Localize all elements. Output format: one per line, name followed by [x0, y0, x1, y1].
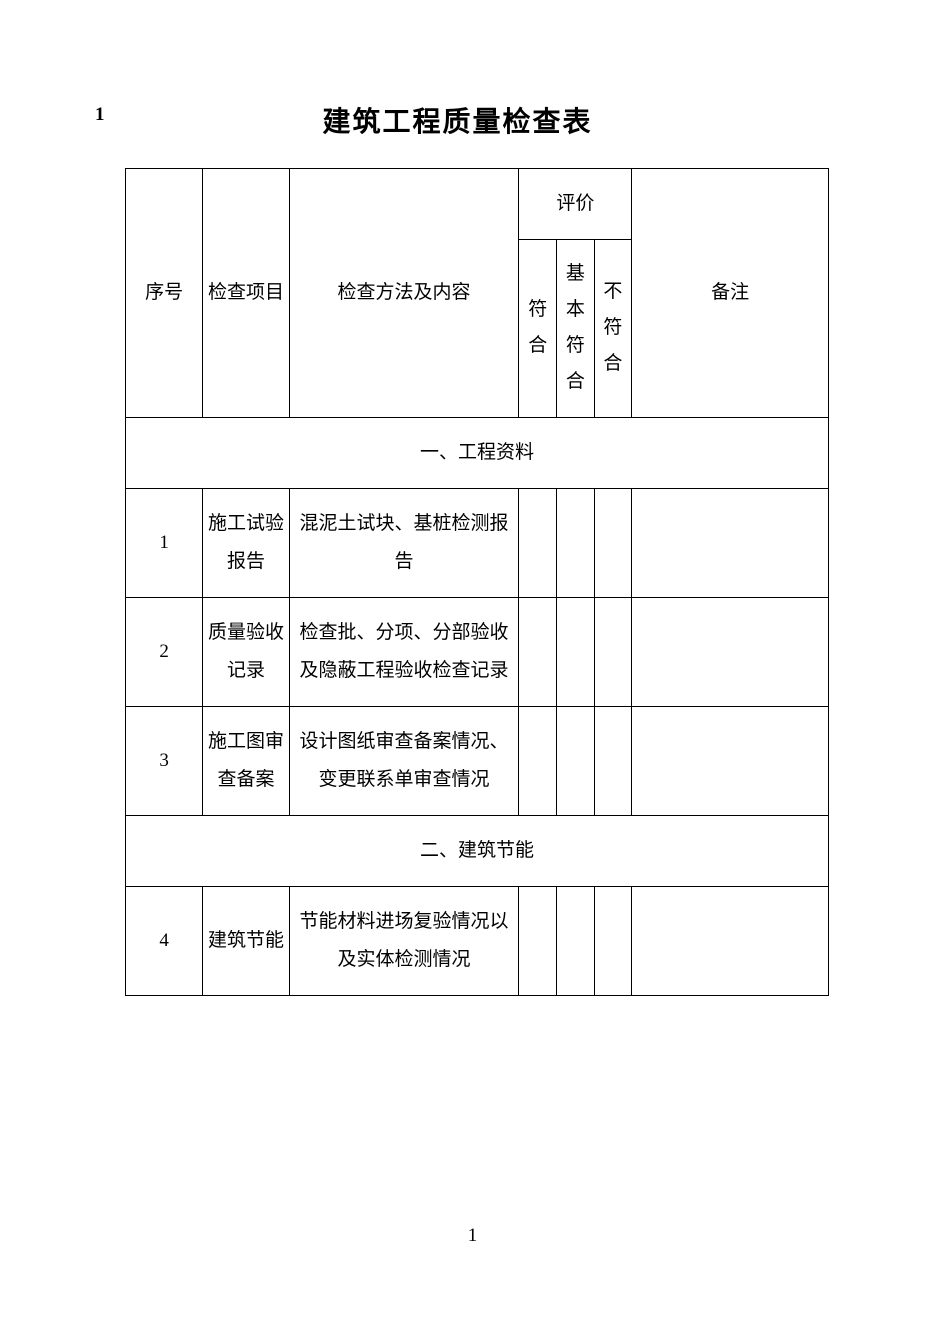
cell-eval-no — [594, 887, 632, 996]
section-row: 一、工程资料 — [126, 418, 829, 489]
cell-note — [632, 887, 829, 996]
page-title: 建筑工程质量检查表 — [95, 100, 820, 140]
cell-item: 质量验收记录 — [203, 598, 289, 707]
table-body: 一、工程资料 1 施工试验报告 混泥土试块、基桩检测报告 2 质量验收记录 检查… — [126, 418, 829, 996]
cell-seq: 2 — [126, 598, 203, 707]
header-eval-group: 评价 — [519, 169, 632, 240]
header-row-1: 序号 检查项目 检查方法及内容 评价 备注 — [126, 169, 829, 240]
cell-eval-yes — [519, 707, 557, 816]
cell-eval-yes — [519, 887, 557, 996]
table-row: 1 施工试验报告 混泥土试块、基桩检测报告 — [126, 489, 829, 598]
cell-note — [632, 489, 829, 598]
cell-note — [632, 707, 829, 816]
header-note: 备注 — [632, 169, 829, 418]
cell-method: 检查批、分项、分部验收及隐蔽工程验收检查记录 — [289, 598, 519, 707]
cell-seq: 1 — [126, 489, 203, 598]
cell-item: 建筑节能 — [203, 887, 289, 996]
cell-method: 节能材料进场复验情况以及实体检测情况 — [289, 887, 519, 996]
table-row: 4 建筑节能 节能材料进场复验情况以及实体检测情况 — [126, 887, 829, 996]
cell-method: 混泥土试块、基桩检测报告 — [289, 489, 519, 598]
cell-eval-no — [594, 707, 632, 816]
page-container: 1 建筑工程质量检查表 序号 检查项目 检查方法及内容 评价 备注 符合 基本符… — [0, 0, 945, 996]
table-header: 序号 检查项目 检查方法及内容 评价 备注 符合 基本符合 不符合 — [126, 169, 829, 418]
header-seq: 序号 — [126, 169, 203, 418]
cell-eval-partial — [557, 707, 595, 816]
page-number: 1 — [0, 1225, 945, 1247]
table-row: 2 质量验收记录 检查批、分项、分部验收及隐蔽工程验收检查记录 — [126, 598, 829, 707]
cell-eval-partial — [557, 887, 595, 996]
header-eval-partial: 基本符合 — [557, 240, 595, 418]
cell-seq: 3 — [126, 707, 203, 816]
cell-item: 施工图审查备案 — [203, 707, 289, 816]
header-eval-yes: 符合 — [519, 240, 557, 418]
inspection-table: 序号 检查项目 检查方法及内容 评价 备注 符合 基本符合 不符合 一、工程资料… — [125, 168, 829, 996]
cell-eval-yes — [519, 598, 557, 707]
cell-eval-partial — [557, 598, 595, 707]
table-row: 3 施工图审查备案 设计图纸审查备案情况、变更联系单审查情况 — [126, 707, 829, 816]
cell-item: 施工试验报告 — [203, 489, 289, 598]
cell-method: 设计图纸审查备案情况、变更联系单审查情况 — [289, 707, 519, 816]
cell-eval-no — [594, 598, 632, 707]
section-label: 二、建筑节能 — [126, 816, 829, 887]
cell-note — [632, 598, 829, 707]
header-method: 检查方法及内容 — [289, 169, 519, 418]
header-item: 检查项目 — [203, 169, 289, 418]
cell-eval-no — [594, 489, 632, 598]
section-label: 一、工程资料 — [126, 418, 829, 489]
section-row: 二、建筑节能 — [126, 816, 829, 887]
title-row: 1 建筑工程质量检查表 — [95, 100, 820, 140]
header-eval-no: 不符合 — [594, 240, 632, 418]
cell-eval-partial — [557, 489, 595, 598]
title-marker: 1 — [95, 104, 105, 126]
cell-seq: 4 — [126, 887, 203, 996]
cell-eval-yes — [519, 489, 557, 598]
